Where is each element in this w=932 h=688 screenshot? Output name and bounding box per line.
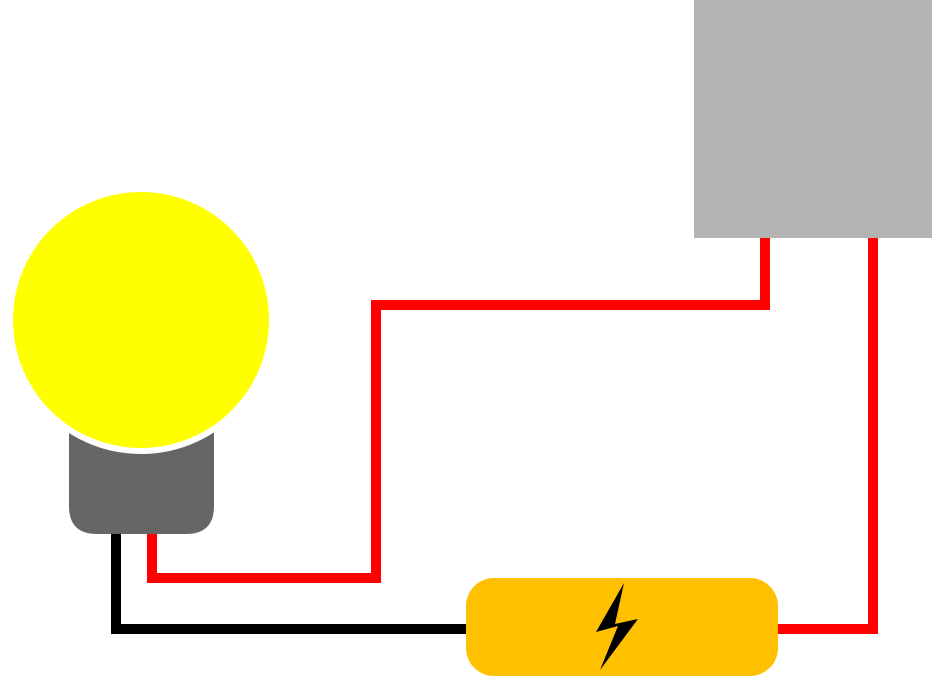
wire-battery-to-bulb xyxy=(111,534,466,634)
wire-switch-to-battery xyxy=(778,236,878,634)
wire-bulb-to-switch xyxy=(147,236,770,583)
bulb-glass xyxy=(7,186,275,454)
switch-box xyxy=(694,0,932,238)
bulb-base xyxy=(69,430,214,534)
light-bulb xyxy=(7,186,275,534)
lightning-bolt-icon xyxy=(596,583,638,670)
battery xyxy=(466,578,778,676)
